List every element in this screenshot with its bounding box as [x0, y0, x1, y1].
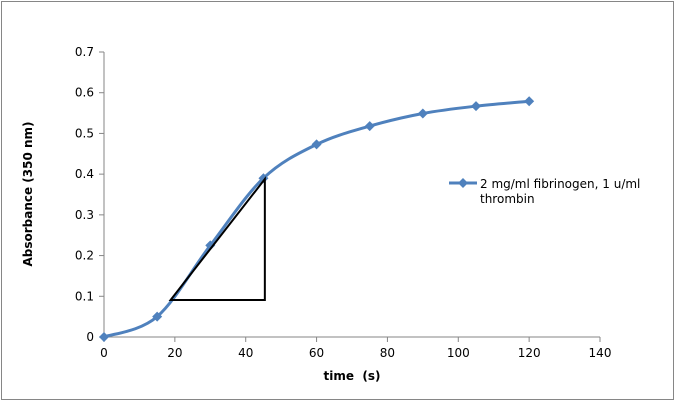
data-point-marker	[99, 332, 109, 342]
x-tick-label: 140	[589, 346, 612, 360]
x-tick-label: 80	[380, 346, 395, 360]
y-tick-label: 0.3	[75, 208, 94, 222]
data-point-marker	[524, 96, 535, 107]
y-tick-label: 0.4	[75, 167, 94, 181]
data-point-marker	[311, 139, 322, 150]
y-tick-label: 0.6	[75, 86, 94, 100]
data-point-marker	[417, 108, 428, 119]
data-point-marker	[205, 240, 216, 251]
x-tick-label: 60	[309, 346, 324, 360]
legend: 2 mg/ml fibrinogen, 1 u/ml thrombin	[449, 177, 640, 206]
y-tick-label: 0.2	[75, 249, 94, 263]
y-tick-label: 0.7	[75, 45, 94, 59]
y-axis-label: Absorbance (350 nm)	[21, 121, 35, 266]
x-tick-label: 100	[447, 346, 470, 360]
data-point-marker	[152, 311, 163, 322]
legend-label-line1: 2 mg/ml fibrinogen, 1 u/ml	[480, 177, 640, 191]
x-tick-label: 120	[518, 346, 541, 360]
y-tick-label: 0.1	[75, 289, 94, 303]
y-tick-label: 0	[86, 330, 94, 344]
series-line	[103, 99, 530, 339]
data-point-marker	[471, 101, 481, 112]
data-point-marker	[364, 121, 375, 132]
y-tick-label: 0.5	[75, 126, 94, 140]
legend-diamond-icon	[458, 178, 468, 188]
slope-triangle	[168, 176, 266, 301]
legend-label-line2: thrombin	[480, 192, 535, 206]
x-tick-label: 40	[238, 346, 253, 360]
x-tick-label: 0	[100, 346, 108, 360]
x-axis-label: time (s)	[324, 369, 381, 383]
data-point-marker	[258, 173, 269, 184]
x-tick-label: 20	[167, 346, 182, 360]
